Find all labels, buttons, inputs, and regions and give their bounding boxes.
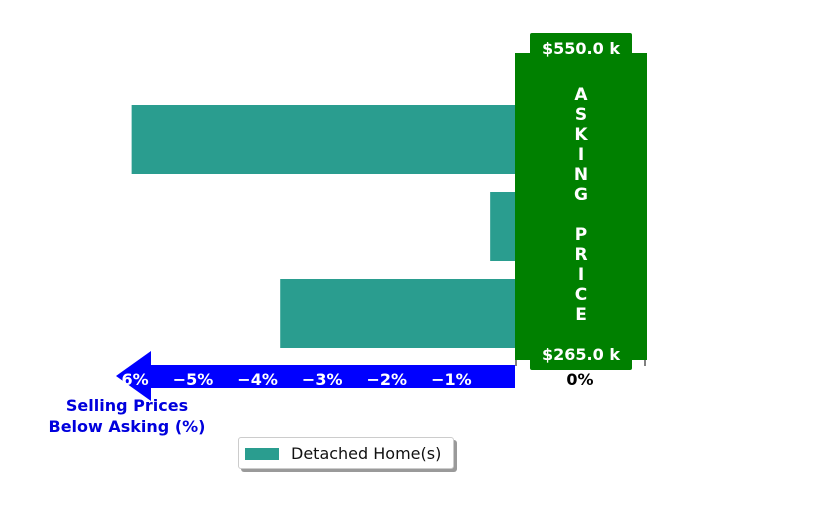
asking-price-letter: A bbox=[574, 85, 588, 105]
asking-price-band bbox=[515, 53, 647, 360]
asking-price-letter: N bbox=[574, 165, 588, 185]
x-tick-label: −5% bbox=[173, 370, 214, 389]
asking-price-letter: S bbox=[575, 105, 587, 125]
x-tick-label: −6% bbox=[108, 370, 149, 389]
below-asking-arrow bbox=[116, 351, 515, 401]
x-tick-label: −1% bbox=[431, 370, 472, 389]
bar-1 bbox=[131, 105, 516, 174]
x-tick-label: −2% bbox=[367, 370, 408, 389]
x-tick-label: −4% bbox=[237, 370, 278, 389]
asking-price-letter: P bbox=[575, 225, 587, 245]
top-price-label: $550.0 k bbox=[542, 39, 620, 58]
asking-price-letter: I bbox=[578, 265, 584, 285]
asking-price-letter: R bbox=[574, 245, 587, 265]
legend-swatch bbox=[245, 448, 279, 460]
bottom-price-label: $265.0 k bbox=[542, 345, 620, 364]
arrow-label-line2: Below Asking (%) bbox=[49, 417, 206, 436]
legend-label: Detached Home(s) bbox=[291, 444, 442, 463]
x-tick-label: 0% bbox=[566, 370, 593, 389]
asking-price-letter: G bbox=[574, 185, 588, 205]
legend: Detached Home(s) bbox=[238, 437, 454, 469]
asking-price-letter: E bbox=[575, 305, 587, 325]
bar-2 bbox=[490, 192, 516, 261]
x-tick-label: −3% bbox=[302, 370, 343, 389]
asking-price-letter: C bbox=[575, 285, 587, 305]
asking-price-letter: I bbox=[578, 145, 584, 165]
arrow-label-line1: Selling Prices bbox=[66, 396, 188, 415]
top-price-label-box bbox=[530, 33, 632, 60]
bottom-price-label-box bbox=[530, 342, 632, 370]
bar-3 bbox=[280, 279, 516, 348]
asking-price-letter: K bbox=[574, 125, 588, 145]
